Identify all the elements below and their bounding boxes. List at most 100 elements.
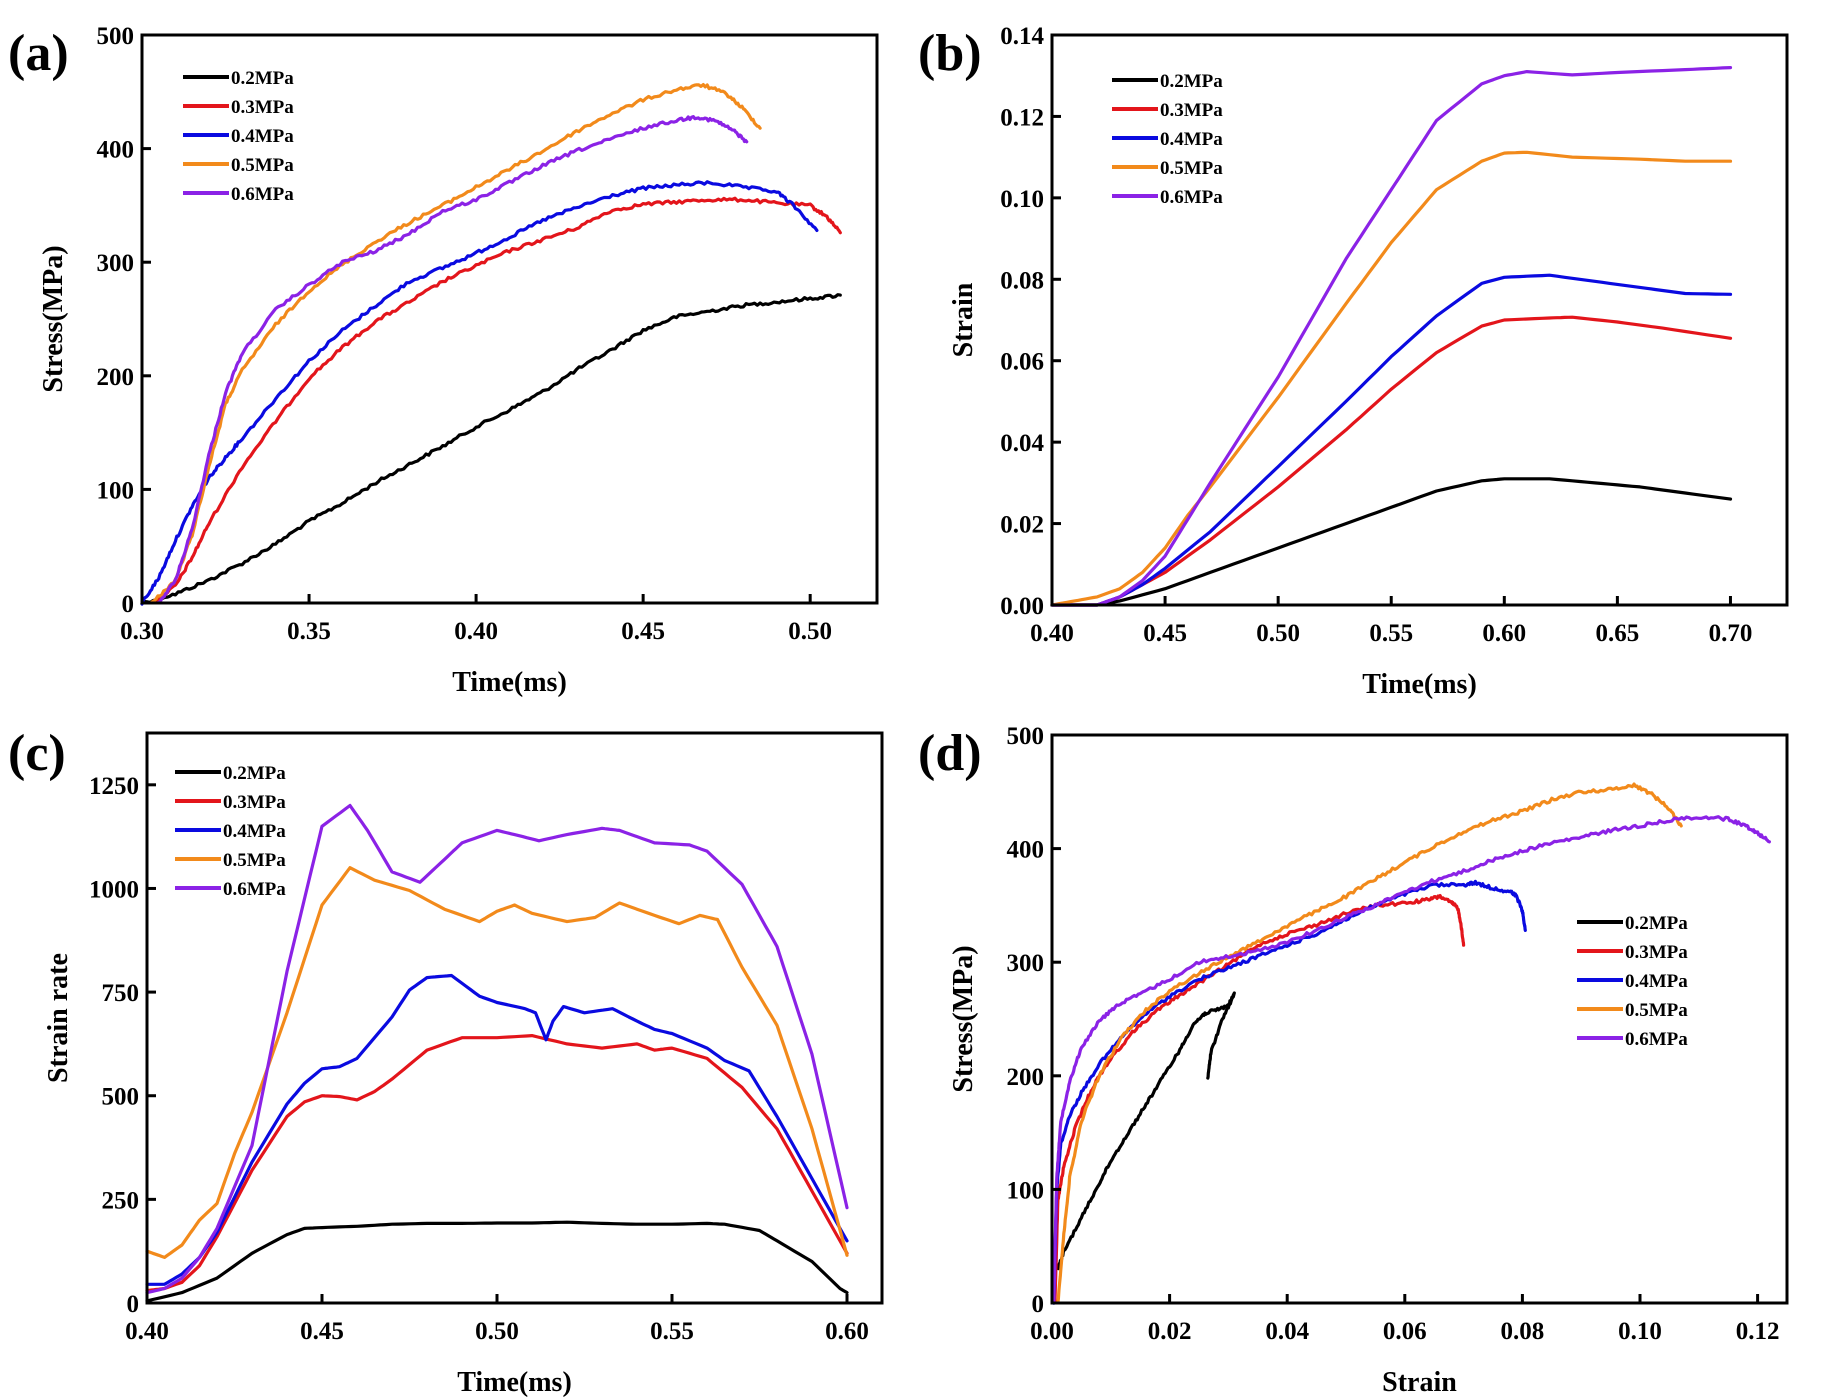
plot-frame xyxy=(140,33,879,605)
plot-area xyxy=(1050,65,1733,607)
x-tick-label: 0.12 xyxy=(1736,1318,1780,1345)
y-tick-label: 0.12 xyxy=(1000,104,1044,131)
plot-frame xyxy=(1050,733,1789,1305)
panel-label: (c) xyxy=(8,725,66,782)
legend-label: 0.6MPa xyxy=(231,184,294,205)
x-tick-label: 0.35 xyxy=(287,618,331,645)
y-tick-label: 100 xyxy=(1007,1177,1045,1204)
series-line-0-3mpa xyxy=(145,1033,849,1293)
legend-label: 0.6MPa xyxy=(1625,1029,1688,1050)
y-tick-label: 0.00 xyxy=(1000,593,1044,620)
legend-label: 0.5MPa xyxy=(223,850,286,871)
y-tick-label: 400 xyxy=(97,137,135,164)
series-line-0-6mpa xyxy=(1050,65,1733,607)
panel-label: (b) xyxy=(918,25,982,82)
legend: 0.2MPa 0.3MPa 0.4MPa 0.5MPa 0.6MPa xyxy=(183,68,294,205)
x-tick-label: 0.60 xyxy=(825,1318,869,1345)
y-tick-label: 500 xyxy=(97,23,135,50)
x-tick-label: 0.40 xyxy=(1030,620,1074,647)
x-tick-label: 0.45 xyxy=(300,1318,344,1345)
y-tick-label: 0 xyxy=(1032,1291,1045,1318)
legend-label: 0.3MPa xyxy=(223,792,286,813)
series-line-0-6mpa xyxy=(1052,815,1772,1304)
y-tick-label: 200 xyxy=(1007,1064,1045,1091)
panel-label: (d) xyxy=(918,725,982,782)
legend-label: 0.3MPa xyxy=(231,97,294,118)
series-line-0-2mpa xyxy=(1050,477,1733,607)
x-axis-title: Time(ms) xyxy=(457,1367,572,1397)
axis-ticks: 0.40 0.45 0.50 0.55 0.60 0.65 0.70 0.00 0.02 0.04… xyxy=(1000,23,1752,647)
x-tick-label: 0.70 xyxy=(1709,620,1753,647)
legend-label: 0.5MPa xyxy=(1160,158,1223,179)
series-line-0-5mpa xyxy=(1056,782,1683,1305)
series-line-0-6mpa xyxy=(157,114,749,604)
axis-ticks: 0.00 0.02 0.04 0.06 0.08 0.10 0.12 0 100 200 300 40… xyxy=(1007,723,1780,1345)
x-tick-label: 0.65 xyxy=(1596,620,1640,647)
series-line-0-5mpa xyxy=(1050,150,1733,607)
series-line-0-2mpa xyxy=(145,1220,849,1303)
y-tick-label: 300 xyxy=(97,250,135,277)
legend-label: 0.4MPa xyxy=(1160,129,1223,150)
y-tick-label: 0.06 xyxy=(1000,349,1044,376)
series-line-0-5mpa xyxy=(145,866,849,1260)
y-tick-label: 1250 xyxy=(89,773,139,800)
x-tick-label: 0.45 xyxy=(621,618,665,645)
x-tick-label: 0.02 xyxy=(1148,1318,1192,1345)
axis-ticks: 0.30 0.35 0.40 0.45 0.50 0 100 200 300 400 500 xyxy=(97,23,833,645)
series-line-0-4mpa xyxy=(140,180,819,606)
y-tick-label: 0 xyxy=(122,591,135,618)
x-axis-title: Time(ms) xyxy=(1362,669,1477,700)
x-tick-label: 0.00 xyxy=(1030,1318,1074,1345)
y-tick-label: 750 xyxy=(102,980,140,1007)
x-axis-title: Strain xyxy=(1382,1367,1457,1397)
y-tick-label: 0.04 xyxy=(1000,430,1044,457)
legend-label: 0.2MPa xyxy=(231,68,294,89)
y-axis-title: Strain xyxy=(948,282,979,357)
legend-label: 0.4MPa xyxy=(223,821,286,842)
x-tick-label: 0.60 xyxy=(1482,620,1526,647)
legend-label: 0.2MPa xyxy=(223,763,286,784)
y-tick-label: 500 xyxy=(102,1084,140,1111)
series-line-0-3mpa xyxy=(150,196,842,605)
plot-frame xyxy=(1050,33,1789,607)
x-tick-label: 0.06 xyxy=(1383,1318,1427,1345)
panel-label: (a) xyxy=(8,25,69,82)
y-tick-label: 400 xyxy=(1007,837,1045,864)
x-axis-title: Time(ms) xyxy=(452,667,567,698)
x-tick-label: 0.10 xyxy=(1618,1318,1662,1345)
x-tick-label: 0.40 xyxy=(125,1318,169,1345)
legend: 0.2MPa 0.3MPa 0.4MPa 0.5MPa 0.6MPa xyxy=(175,763,286,900)
series-line-0-2mpa xyxy=(1056,991,1236,1271)
x-tick-label: 0.40 xyxy=(454,618,498,645)
series-line-0-5mpa xyxy=(150,82,762,604)
x-tick-label: 0.08 xyxy=(1501,1318,1545,1345)
y-tick-label: 250 xyxy=(102,1187,140,1214)
y-tick-label: 0 xyxy=(127,1291,140,1318)
plot-area xyxy=(145,803,849,1303)
y-tick-label: 0.02 xyxy=(1000,512,1044,539)
legend-label: 0.4MPa xyxy=(231,126,294,147)
series-line-0-4mpa xyxy=(145,973,849,1286)
legend-label: 0.3MPa xyxy=(1625,942,1688,963)
legend-label: 0.6MPa xyxy=(1160,187,1223,208)
legend: 0.2MPa 0.3MPa 0.4MPa 0.5MPa 0.6MPa xyxy=(1577,913,1688,1050)
y-tick-label: 0.14 xyxy=(1000,23,1044,50)
legend-label: 0.4MPa xyxy=(1625,971,1688,992)
legend-label: 0.5MPa xyxy=(231,155,294,176)
y-tick-label: 300 xyxy=(1007,950,1045,977)
y-axis-title: Stress(MPa) xyxy=(38,245,69,392)
series-line-0-6mpa xyxy=(145,803,849,1295)
y-axis-title: Strain rate xyxy=(43,953,74,1083)
x-tick-label: 0.30 xyxy=(120,618,164,645)
y-tick-label: 500 xyxy=(1007,723,1045,750)
series-line-0-4mpa xyxy=(1052,879,1527,1305)
legend-label: 0.5MPa xyxy=(1625,1000,1688,1021)
legend-label: 0.2MPa xyxy=(1160,71,1223,92)
series-line-0-2mpa xyxy=(140,293,842,606)
y-tick-label: 100 xyxy=(97,477,135,504)
